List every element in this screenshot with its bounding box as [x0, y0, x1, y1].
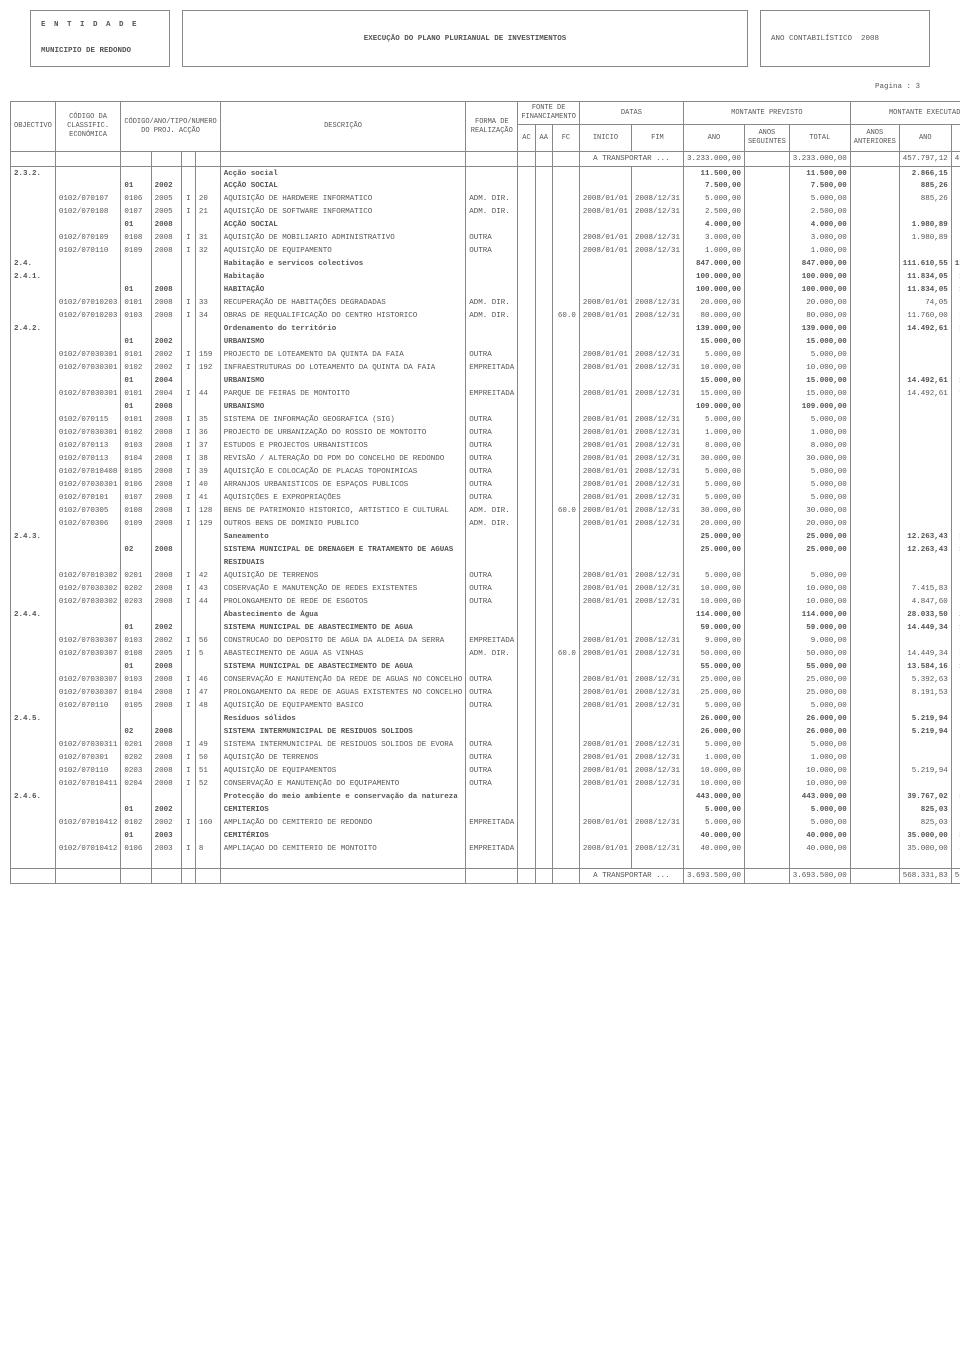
- col-montante-exec: MONTANTE EXECUTADO: [850, 102, 960, 125]
- table-row: 0102/07011301042008I38REVISÃO / ALTERAÇÃ…: [11, 453, 960, 466]
- report-header: E N T I D A D E MUNICIPIO DE REDONDO EXE…: [0, 0, 960, 77]
- table-row: 0102/07010701062005I20AQUISIÇÃO DE HARDW…: [11, 193, 960, 206]
- table-row: 0102/07011001092008I32AQUISIÇÃO DE EQUIP…: [11, 245, 960, 258]
- col-exec-ano: ANO: [899, 125, 951, 152]
- table-row: 0102/07011002032008I51AQUISIÇÃO DE EQUIP…: [11, 765, 960, 778]
- page-number: Pagina : 3: [0, 77, 960, 101]
- table-row: 2.4.5.Resíduos sólidos26.000,0026.000,00…: [11, 713, 960, 726]
- col-fc: FC: [552, 125, 579, 152]
- table-row: 012008URBANISMO109.000,00109.000,00: [11, 401, 960, 414]
- col-prev-ano: ANO: [683, 125, 744, 152]
- col-aa: AA: [535, 125, 552, 152]
- col-inicio: INICIO: [579, 125, 631, 152]
- table-row: 0102/0703030701082005I5ABASTECIMENTO DE …: [11, 648, 960, 661]
- table-row: 0102/07011501012008I35SISTEMA DE INFORMA…: [11, 414, 960, 427]
- table-row: 012004URBANISMO15.000,0015.000,0014.492,…: [11, 375, 960, 388]
- ano-label: ANO CONTABILÍSTICO: [771, 35, 852, 43]
- col-fim: FIM: [631, 125, 683, 152]
- table-row: 0102/0703030701032008I46CONSERVAÇÃO E MA…: [11, 674, 960, 687]
- table-row: 0102/07011001052008I48AQUISIÇÃO DE EQUIP…: [11, 700, 960, 713]
- table-row: 2.4.Habitação e servicos colectivos847.0…: [11, 258, 960, 271]
- col-anos-seg: ANOS SEGUINTES: [744, 125, 789, 152]
- table-body: A TRANSPORTAR ...3.233.000,003.233.000,0…: [11, 152, 960, 884]
- col-codigo-classific: CÓDIGO DA CLASSIFIC. ECONÓMICA: [55, 102, 121, 152]
- col-prev-total: TOTAL: [789, 125, 850, 152]
- table-row: 0102/0703030101022008I36PROJECTO DE URBA…: [11, 427, 960, 440]
- table-row: 0102/0703031102012008I49SISTEMA INTERMUN…: [11, 739, 960, 752]
- ano-box: ANO CONTABILÍSTICO 2008: [760, 10, 930, 67]
- col-objectivo: OBJECTIVO: [11, 102, 56, 152]
- table-row: 0102/07010101072008I41AQUISIÇÕES E EXPRO…: [11, 492, 960, 505]
- table-row: 0102/0703030701042008I47PROLONGAMENTO DA…: [11, 687, 960, 700]
- entidade-label: E N T I D A D E: [41, 19, 159, 33]
- transport-row: A TRANSPORTAR ...3.693.500,003.693.500,0…: [11, 869, 960, 884]
- table-header: OBJECTIVO CÓDIGO DA CLASSIFIC. ECONÓMICA…: [11, 102, 960, 152]
- col-ac: AC: [518, 125, 535, 152]
- table-row: 022008SISTEMA INTERMUNICIPAL DE RESIDUOS…: [11, 726, 960, 739]
- col-anos-ant: ANOS ANTERIORES: [850, 125, 899, 152]
- table-row: 0102/0701041102042008I52CONSERVAÇÃO E MA…: [11, 778, 960, 791]
- table-row: 012008ACÇÃO SOCIAL4.000,004.000,001.980,…: [11, 219, 960, 232]
- table-row: 2.4.2.Ordenamento do território139.000,0…: [11, 323, 960, 336]
- table-row: 0102/0701041201062003I8AMPLIAÇAO DO CEMI…: [11, 843, 960, 856]
- col-codigo-proj: CÓDIGO/ANO/TIPO/NUMERO DO PROJ. ACÇÃO: [121, 102, 220, 152]
- col-descricao: DESCRIÇÃO: [220, 102, 466, 152]
- table-row: 0102/0701041201022002I160AMPLIAÇÃO DO CE…: [11, 817, 960, 830]
- table-row: 2.4.6.Protecção do meio ambiente e conse…: [11, 791, 960, 804]
- table-row: 0102/07030501082008I128BENS DE PATRIMONI…: [11, 505, 960, 518]
- table-row: 012002SISTEMA MUNICIPAL DE ABASTECIMENTO…: [11, 622, 960, 635]
- entidade-box: E N T I D A D E MUNICIPIO DE REDONDO: [30, 10, 170, 67]
- spacer-row: [11, 856, 960, 869]
- table-row: 2.4.4.Abastecimento de Água114.000,00114…: [11, 609, 960, 622]
- col-fonte: FONTE DE FINANCIAMENTO: [518, 102, 580, 125]
- col-forma: FORMA DE REALIZAÇÃO: [466, 102, 518, 152]
- table-row: 012008SISTEMA MUNICIPAL DE ABASTECIMENTO…: [11, 661, 960, 674]
- table-row: 0102/0703030202022008I43COSERVAÇÃO E MAN…: [11, 583, 960, 596]
- table-row: 0102/0703030101022002I192INFRAESTRUTURAS…: [11, 362, 960, 375]
- table-row: 022008SISTEMA MUNICIPAL DE DRENAGEM E TR…: [11, 544, 960, 557]
- table-row: 0102/07030601092008I129OUTROS BENS DE DO…: [11, 518, 960, 531]
- table-row: 0102/0703030701032002I56CONSTRUCAO DO DE…: [11, 635, 960, 648]
- col-exec-total: TOTAL: [951, 125, 960, 152]
- table-row: 012002URBANISMO15.000,0015.000,00: [11, 336, 960, 349]
- table-row: 2.3.2.Acção social11.500,0011.500,002.86…: [11, 167, 960, 180]
- table-row: 0102/07011301032008I37ESTUDOS E PROJECTO…: [11, 440, 960, 453]
- table-row: 2.4.1.Habitação100.000,00100.000,0011.83…: [11, 271, 960, 284]
- col-datas: DATAS: [579, 102, 683, 125]
- table-row: 0102/0701030202012008I42AQUISIÇÃO DE TER…: [11, 570, 960, 583]
- table-row: 0102/07010901082008I31AQUISIÇÃO DE MOBIL…: [11, 232, 960, 245]
- table-row: 012003CEMITÉRIOS40.000,0040.000,0035.000…: [11, 830, 960, 843]
- table-row: 0102/0703030101012004I44PARQUE DE FEIRAS…: [11, 388, 960, 401]
- investment-table: OBJECTIVO CÓDIGO DA CLASSIFIC. ECONÓMICA…: [10, 101, 960, 884]
- col-montante-prev: MONTANTE PREVISTO: [683, 102, 850, 125]
- table-row: 2.4.3.Saneamento25.000,0025.000,0012.263…: [11, 531, 960, 544]
- report-title: EXECUÇÃO DO PLANO PLURIANUAL DE INVESTIM…: [182, 10, 748, 67]
- ano-value: 2008: [861, 35, 879, 43]
- entidade-name: MUNICIPIO DE REDONDO: [41, 45, 159, 59]
- table-row: 0102/0701020301012008I33RECUPERAÇÃO DE H…: [11, 297, 960, 310]
- transport-row: A TRANSPORTAR ...3.233.000,003.233.000,0…: [11, 152, 960, 167]
- table-row: 012002CEMITERIOS5.000,005.000,00825,0382…: [11, 804, 960, 817]
- table-row: 0102/07030102022008I50AQUISIÇÃO DE TERRE…: [11, 752, 960, 765]
- table-row: 0102/07010801072005I21AQUISIÇÃO DE SOFTW…: [11, 206, 960, 219]
- table-row: RESIDUAIS: [11, 557, 960, 570]
- table-row: 012002ACÇÃO SOCIAL7.500,007.500,00885,26…: [11, 180, 960, 193]
- table-row: 0102/0701020301032008I34OBRAS DE REQUALI…: [11, 310, 960, 323]
- table-row: 0102/0701040801052008I39AQUISIÇÃO E COLO…: [11, 466, 960, 479]
- table-row: 0102/0703030101062008I40ARRANJOS URBANIS…: [11, 479, 960, 492]
- table-row: 0102/0703030101012002I159PROJECTO DE LOT…: [11, 349, 960, 362]
- table-row: 012008HABITAÇÃO100.000,00100.000,0011.83…: [11, 284, 960, 297]
- table-row: 0102/0703030202032008I44PROLONGAMENTO DE…: [11, 596, 960, 609]
